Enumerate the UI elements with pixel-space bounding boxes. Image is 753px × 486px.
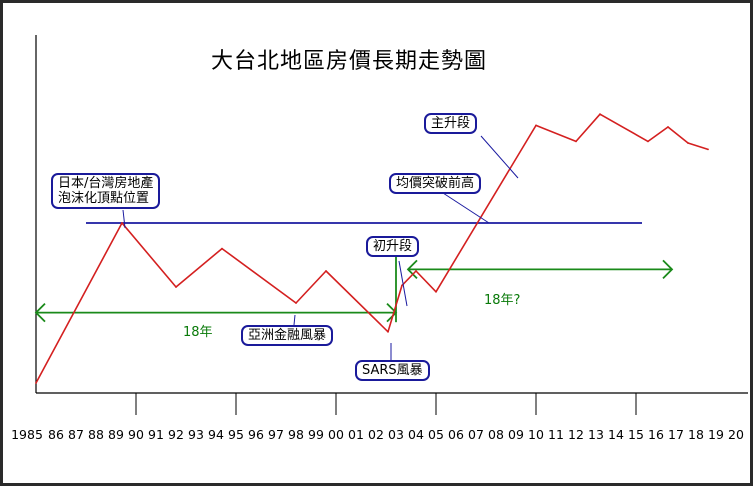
x-tick-label: 02: [368, 427, 384, 442]
x-tick-label: 99: [308, 427, 324, 442]
annotation-leader-line-5: [480, 135, 519, 179]
x-tick-label: 86: [48, 427, 64, 442]
x-tick-label: 90: [128, 427, 144, 442]
price-series-point: [707, 148, 709, 151]
price-series-point: [647, 140, 649, 143]
price-series-point: [221, 247, 223, 250]
annotation-sars-text: SARS風暴: [362, 363, 423, 378]
span-arrowhead-past-left: [34, 302, 46, 323]
span-label-past: 18年: [183, 325, 213, 340]
x-tick-label: 20: [728, 427, 744, 442]
price-series-point: [175, 286, 177, 288]
x-tick-label: 09: [508, 427, 524, 442]
x-tick-label: 06: [448, 427, 464, 442]
annotation-asian-crisis-text: 亞洲金融風暴: [248, 328, 327, 343]
x-tick-label: 1985: [11, 427, 43, 442]
x-tick-label: 16: [648, 427, 664, 442]
x-tick-label: 92: [168, 427, 184, 442]
x-tick-label: 95: [228, 427, 244, 442]
annotation-early-rise-text: 初升段: [373, 239, 413, 254]
annotation-main-rise-text: 主升段: [431, 116, 471, 131]
x-tick-label: 17: [668, 427, 684, 442]
annotation-bubble-early-rise: 初升段: [366, 236, 420, 257]
span-label-future: 18年?: [484, 293, 521, 308]
x-tick-label: 94: [208, 427, 224, 442]
x-tick-label: 97: [268, 427, 284, 442]
price-series-point: [667, 126, 669, 128]
x-tick-label: 89: [108, 427, 124, 442]
x-tick-label: 87: [68, 427, 84, 442]
annotation-bubble-peak: 日本/台灣房地產 泡沫化頂點位置: [51, 173, 161, 209]
x-tick-label: 14: [608, 427, 624, 442]
price-series-point: [415, 270, 417, 272]
x-tick-label: 07: [468, 427, 484, 442]
x-tick-label: 19: [708, 427, 724, 442]
price-series-point: [687, 142, 689, 144]
price-series-point: [401, 284, 403, 287]
annotation-avg-high-text: 均價突破前高: [396, 176, 475, 191]
x-tick-label: 04: [408, 427, 424, 442]
x-tick-label: 91: [148, 427, 164, 442]
x-tick-label: 12: [568, 427, 584, 442]
annotation-bubble-avg-high: 均價突破前高: [389, 173, 482, 194]
price-series-point: [121, 222, 123, 224]
span-arrowhead-future-left: [406, 259, 418, 280]
chart-canvas: 1985 86 87 88 89 90 91 92 93 94 95 96 97 98 99 00 01 02 03…: [11, 35, 748, 442]
annotation-peak-line1: 日本/台灣房地產: [58, 176, 154, 191]
annotation-leader-line-4: [442, 192, 490, 224]
annotation-peak-line2: 泡沫化頂點位置: [58, 191, 150, 206]
price-series-point: [295, 302, 297, 304]
price-series-point: [325, 270, 327, 272]
annotation-bubble-sars: SARS風暴: [355, 360, 430, 381]
x-tick-label: 08: [488, 427, 504, 442]
price-series-point: [535, 124, 537, 127]
price-series-point: [575, 140, 577, 143]
price-series-point: [387, 330, 389, 333]
annotation-bubble-asian-crisis: 亞洲金融風暴: [241, 325, 334, 346]
x-tick-label: 00: [328, 427, 344, 442]
x-tick-label: 11: [548, 427, 564, 442]
annotation-leader-line-1: [293, 314, 296, 326]
price-series-point: [599, 113, 601, 116]
x-tick-label: 01: [348, 427, 364, 442]
price-series-point: [35, 382, 37, 384]
annotation-leader-line-3: [398, 260, 408, 307]
chart-title: 大台北地區房價長期走勢圖: [211, 49, 488, 74]
annotation-bubble-main-rise: 主升段: [424, 113, 478, 134]
x-tick-label: 96: [248, 427, 264, 442]
x-tick-label: 10: [528, 427, 544, 442]
x-tick-label: 93: [188, 427, 204, 442]
x-tick-label: 15: [628, 427, 644, 442]
x-tick-label: 05: [428, 427, 444, 442]
x-tick-label: 98: [288, 427, 304, 442]
x-tick-label: 88: [88, 427, 104, 442]
annotation-leader-line-0: [122, 209, 126, 229]
x-tick-label: 03: [388, 427, 404, 442]
price-series-point: [435, 290, 437, 293]
x-tick-label: 13: [588, 427, 604, 442]
span-arrowhead-future-right: [662, 259, 674, 280]
x-tick-label: 18: [688, 427, 704, 442]
